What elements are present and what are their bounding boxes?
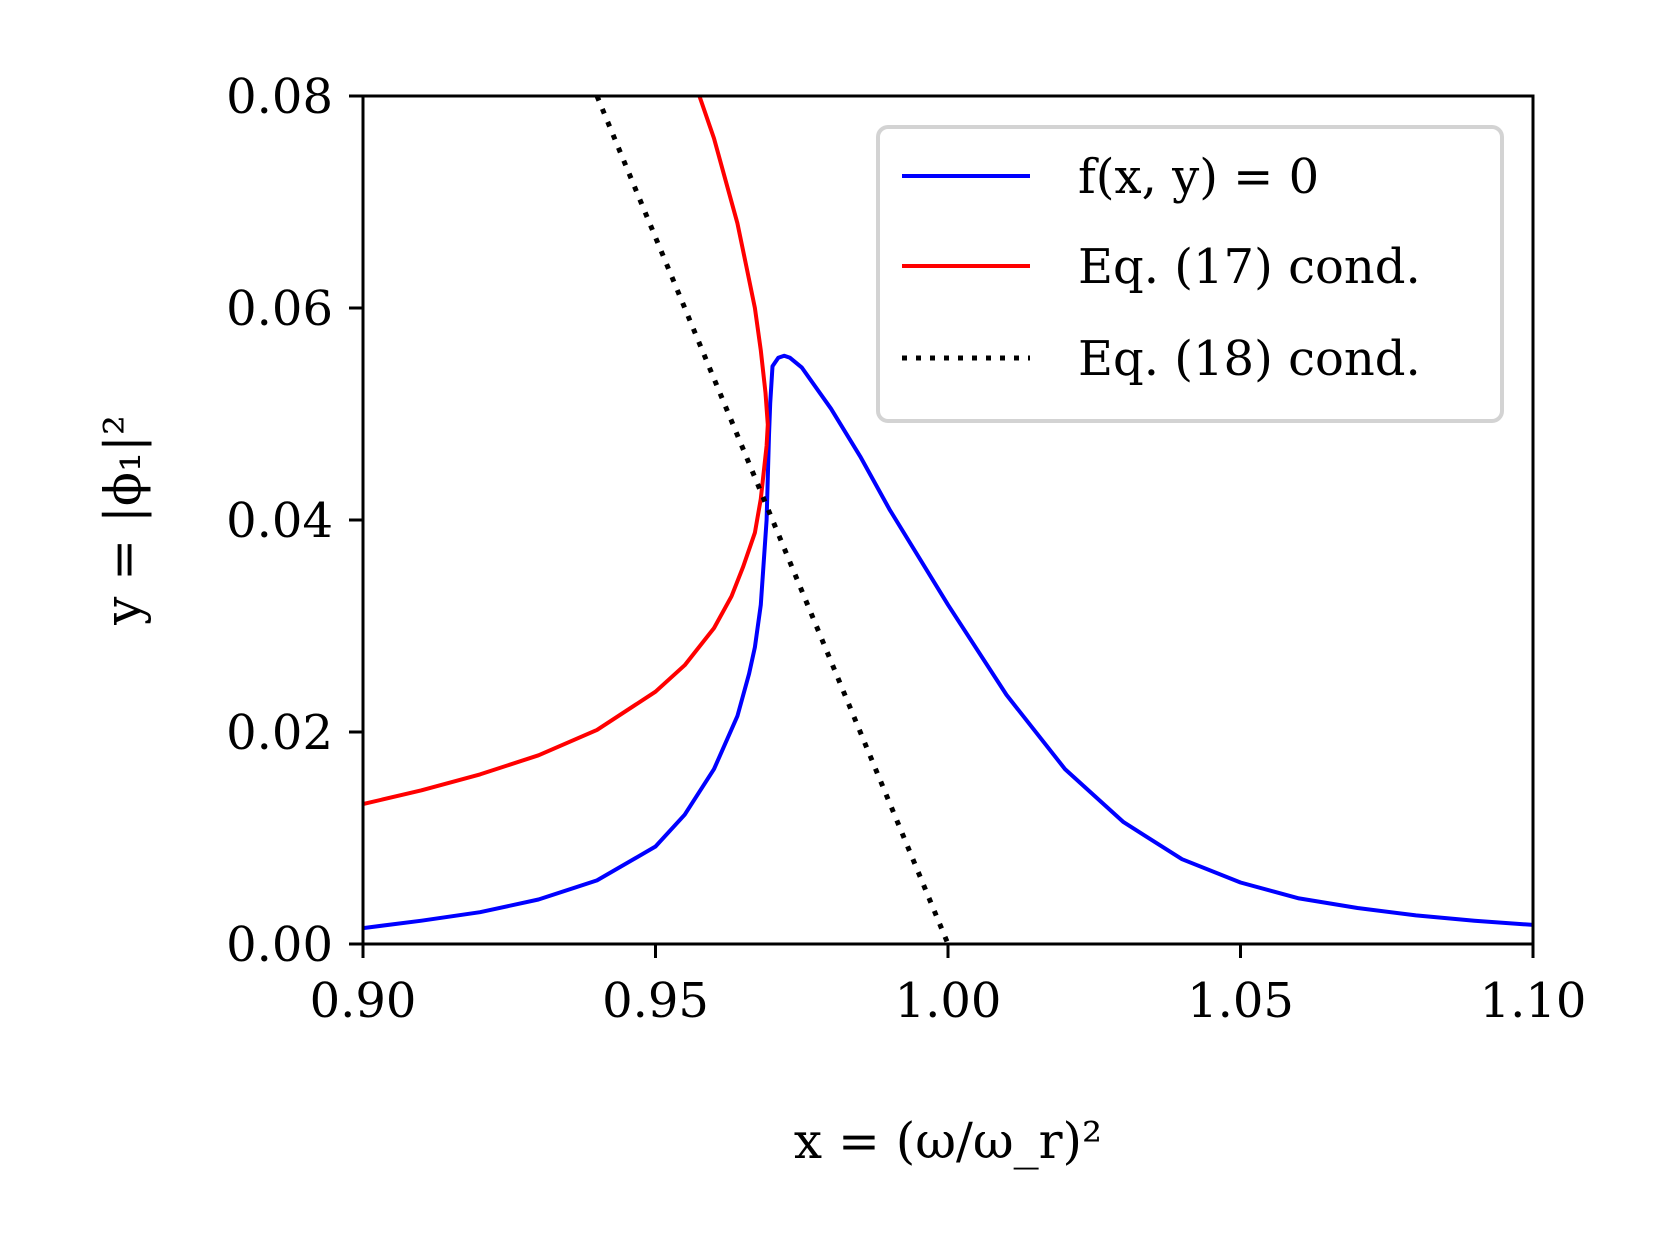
legend-entries: f(x, y) = 0 Eq. (17) cond. Eq. (18) cond. — [902, 149, 1421, 387]
x-axis-label: x = (ω/ω_r)² — [794, 1112, 1102, 1170]
series-layer — [363, 96, 1533, 944]
x-axis-ticks: 0.90 0.95 1.00 1.05 1.10 — [310, 944, 1587, 1029]
legend-label-1: f(x, y) = 0 — [1078, 149, 1319, 205]
series-line-2 — [363, 96, 770, 807]
y-tick-label: 0.02 — [226, 705, 333, 761]
y-axis-ticks: 0.00 0.02 0.04 0.06 0.08 — [226, 69, 363, 973]
legend-label-3: Eq. (18) cond. — [1078, 331, 1421, 387]
x-tick-label: 0.95 — [602, 973, 709, 1029]
y-tick-label: 0.06 — [226, 281, 333, 337]
y-tick-label: 0.08 — [226, 69, 333, 125]
legend-label-2: Eq. (17) cond. — [1078, 239, 1421, 295]
series-line-1 — [363, 353, 1533, 931]
y-tick-label: 0.00 — [226, 917, 333, 973]
legend: f(x, y) = 0 Eq. (17) cond. Eq. (18) cond. — [876, 125, 1504, 423]
y-tick-label: 0.04 — [226, 493, 333, 549]
x-tick-label: 1.10 — [1480, 973, 1587, 1029]
legend-box — [876, 125, 1504, 423]
x-tick-label: 0.90 — [310, 973, 417, 1029]
y-axis-label: y = |ϕ₁|² — [94, 415, 152, 626]
x-tick-label: 1.00 — [895, 973, 1002, 1029]
x-tick-label: 1.05 — [1187, 973, 1294, 1029]
